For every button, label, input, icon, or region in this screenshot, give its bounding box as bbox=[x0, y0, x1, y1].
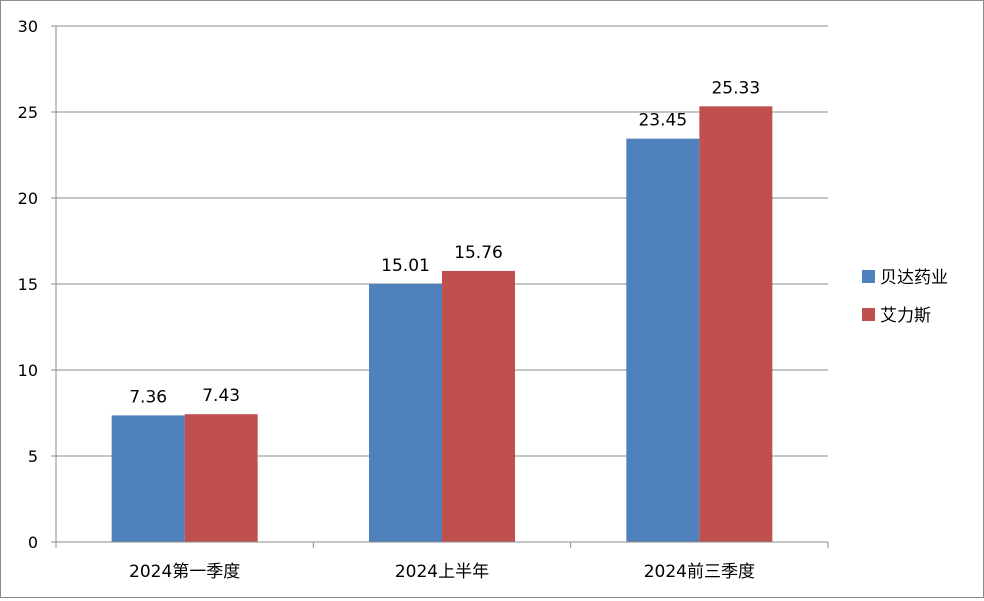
bar bbox=[626, 138, 700, 542]
data-label: 15.76 bbox=[454, 243, 503, 263]
y-tick-label: 15 bbox=[18, 275, 38, 294]
category-label: 2024上半年 bbox=[395, 562, 489, 582]
bar bbox=[699, 106, 773, 542]
data-label: 23.45 bbox=[638, 111, 687, 131]
labels: 0 5 10 15 20 25 30 7.36 7.43 2024第一季度 15.01 15.76 20… bbox=[18, 17, 761, 582]
legend-swatch bbox=[862, 308, 875, 321]
legend-label: 贝达药业 bbox=[880, 268, 948, 288]
y-tick-label: 0 bbox=[28, 533, 38, 552]
category-label: 2024第一季度 bbox=[129, 562, 240, 582]
legend-label: 艾力斯 bbox=[880, 306, 931, 326]
bar bbox=[111, 415, 185, 542]
data-label: 7.43 bbox=[202, 386, 240, 406]
y-tick-label: 5 bbox=[28, 447, 38, 466]
category-label: 2024前三季度 bbox=[644, 562, 755, 582]
y-tick-label: 10 bbox=[18, 361, 38, 380]
bar bbox=[369, 283, 442, 542]
bars bbox=[111, 106, 773, 542]
data-label: 7.36 bbox=[129, 387, 167, 407]
legend-swatch bbox=[862, 270, 875, 283]
bar bbox=[184, 414, 258, 542]
bar bbox=[442, 270, 515, 542]
y-tick-label: 30 bbox=[18, 17, 38, 36]
y-tick-label: 25 bbox=[18, 103, 38, 122]
axes bbox=[51, 25, 829, 548]
data-label: 15.01 bbox=[381, 256, 430, 276]
data-label: 25.33 bbox=[711, 78, 760, 98]
y-tick-label: 20 bbox=[18, 189, 38, 208]
